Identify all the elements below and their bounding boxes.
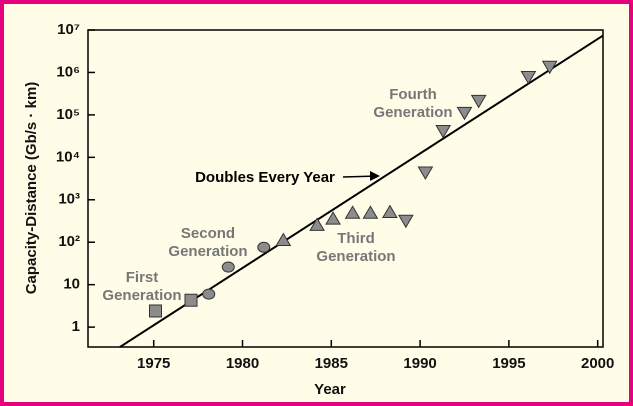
generation-label: First Generation	[102, 269, 182, 304]
marker	[435, 124, 452, 139]
marker	[148, 304, 162, 318]
x-tick-label: 1980	[226, 355, 259, 372]
y-axis-label: Capacity-Distance (Gb/s · km)	[23, 82, 40, 295]
x-tick-label: 2000	[581, 355, 614, 372]
y-tick-label: 10	[63, 276, 80, 293]
marker	[275, 232, 292, 246]
x-tick-label: 1990	[403, 355, 436, 372]
marker	[417, 166, 434, 181]
trend-label: Doubles Every Year	[195, 169, 335, 186]
generation-label: Second Generation	[168, 225, 248, 260]
x-tick-label: 1975	[137, 355, 170, 372]
marker	[470, 94, 487, 109]
y-tick-label: 10⁷	[57, 21, 80, 38]
generation-label: Fourth Generation	[373, 86, 453, 121]
plot-frame	[87, 29, 604, 348]
y-tick-label: 10²	[58, 233, 80, 250]
y-tick-label: 10³	[58, 191, 80, 208]
x-tick-label: 1985	[315, 355, 348, 372]
marker	[456, 106, 473, 121]
y-tick-label: 10⁴	[56, 148, 80, 165]
annotation-arrowhead	[370, 171, 380, 181]
marker	[202, 288, 216, 300]
trend-line	[119, 34, 604, 348]
y-tick-label: 10⁶	[56, 63, 80, 80]
y-tick-label: 10⁵	[56, 106, 80, 123]
marker	[325, 211, 341, 225]
marker	[184, 293, 198, 307]
marker	[398, 214, 414, 229]
marker	[257, 241, 271, 253]
y-tick-label: 1	[72, 318, 80, 335]
x-axis-label: Year	[314, 381, 346, 398]
marker	[309, 217, 325, 231]
marker	[362, 205, 379, 219]
generation-label: Third Generation	[316, 230, 396, 265]
marker	[520, 71, 537, 85]
marker	[541, 60, 558, 75]
marker	[382, 204, 398, 219]
marker	[221, 261, 235, 273]
marker	[344, 205, 361, 219]
x-tick-label: 1995	[492, 355, 525, 372]
